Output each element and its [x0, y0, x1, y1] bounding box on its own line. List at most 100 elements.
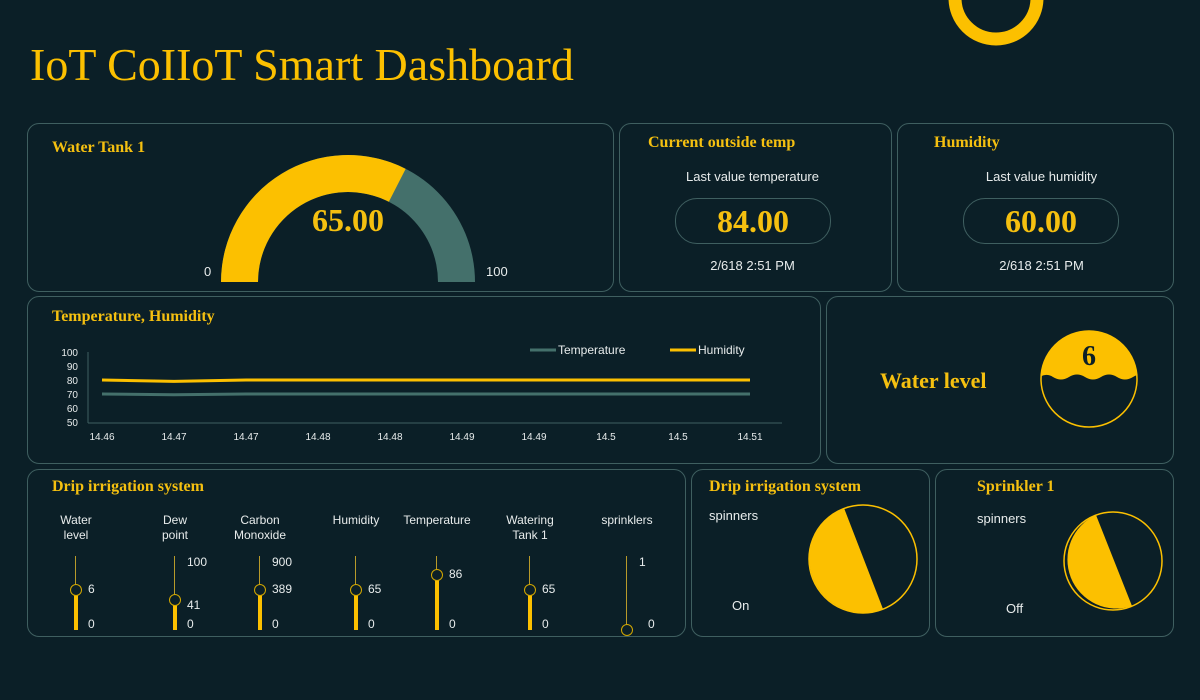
slider-thumb[interactable] — [350, 584, 362, 597]
slider-max: 1 — [639, 555, 646, 569]
slider-label: Humidity — [311, 513, 401, 528]
label-line: Temperature — [403, 513, 471, 527]
water-level-label: Water level — [880, 368, 987, 393]
x-tick-label: 14.46 — [89, 432, 114, 443]
series-line-humidity — [101, 378, 750, 383]
slider-thumb[interactable] — [169, 593, 181, 606]
slider-value: 389 — [272, 582, 293, 597]
water-level-value: 6 — [1082, 341, 1096, 372]
gauge — [221, 155, 475, 282]
subtitle: Last value humidity — [985, 169, 1098, 184]
label-line: Water — [60, 513, 92, 527]
humidity-card: Humidity Last value humidity 60.00 2/618… — [897, 123, 1174, 292]
subtitle: Last value temperature — [686, 169, 819, 184]
label-line: level — [63, 528, 89, 542]
legend-label: Temperature — [558, 343, 626, 357]
x-tick-label: 14.48 — [305, 432, 330, 443]
x-tick-label: 14.47 — [161, 432, 186, 443]
card-title: Current outside temp — [648, 134, 796, 151]
gauge-value: 65.00 — [312, 202, 384, 238]
slider-value: 41 — [187, 597, 201, 612]
x-tick-label: 14.49 — [521, 432, 546, 443]
state-label: On — [732, 598, 750, 613]
y-tick-label: 70 — [67, 390, 79, 401]
slider-track[interactable] — [626, 556, 627, 630]
slider-min: 0 — [272, 617, 279, 631]
slider-value: 65 — [368, 582, 382, 597]
slider-max: 100 — [187, 555, 208, 569]
label-line: sprinklers — [601, 513, 653, 527]
legend-label: Humidity — [698, 343, 745, 357]
x-tick-label: 14.5 — [668, 432, 688, 443]
water-level-card: Water level 6 — [826, 296, 1174, 464]
card-title: Drip irrigation system — [709, 478, 861, 495]
line-chart: 100 90 80 70 60 50 14.46 14.47 14.47 14.48 14.48 14… — [61, 343, 782, 443]
label-line: Monoxide — [233, 528, 287, 542]
label-line: Dew — [162, 513, 187, 527]
slider-thumb[interactable] — [431, 568, 443, 581]
slider-max: 900 — [272, 555, 293, 569]
y-tick-label: 100 — [61, 348, 78, 359]
gauge-min: 0 — [204, 264, 212, 279]
slider-track[interactable] — [174, 556, 175, 630]
slider-value: 65 — [542, 582, 556, 597]
page-title: IoT CoIIoT Smart Dashboard — [30, 39, 574, 90]
slider-fill — [173, 599, 177, 630]
label-line: point — [161, 528, 189, 542]
y-tick-label: 80 — [67, 376, 79, 387]
gauge-max: 100 — [486, 264, 508, 279]
slider-label: Carbon Monoxide — [215, 513, 305, 543]
slider-min: 0 — [88, 617, 95, 631]
x-tick-label: 14.47 — [233, 432, 258, 443]
drip-irrigation-status-card: Drip irrigation system spinners On — [691, 469, 930, 637]
card-title: Drip irrigation system — [52, 478, 204, 495]
slider-label: Temperature — [392, 513, 482, 528]
slider-min: 0 — [449, 617, 456, 631]
spinner-pie[interactable] — [807, 503, 919, 615]
water-level-indicator — [1040, 330, 1138, 428]
label-line: Carbon — [240, 513, 280, 527]
slider-value: 6 — [88, 582, 95, 597]
temp-value: 84.00 — [675, 198, 831, 244]
slider-min: 0 — [648, 617, 655, 631]
slider-fill — [74, 590, 78, 630]
slider-label: Water level — [31, 513, 121, 543]
slider-value: 86 — [449, 566, 463, 581]
decorative-ring-icon — [948, 0, 1044, 46]
slider-thumb[interactable] — [524, 584, 536, 597]
slider-fill — [528, 590, 532, 630]
drip-irrigation-sliders-card: Drip irrigation system — [27, 469, 686, 637]
label-line: Watering — [506, 513, 554, 527]
x-tick-label: 14.51 — [737, 432, 762, 443]
slider-label: Dew point — [130, 513, 220, 543]
label-line: Tank 1 — [512, 528, 548, 542]
spinners-label: spinners — [977, 511, 1027, 526]
timestamp: 2/618 2:51 PM — [710, 258, 795, 273]
slider-label: Watering Tank 1 — [485, 513, 575, 543]
spinner-pie[interactable] — [1062, 510, 1164, 612]
series-line-temperature — [101, 392, 750, 397]
outside-temp-card: Current outside temp Last value temperat… — [619, 123, 892, 292]
slider-min: 0 — [542, 617, 549, 631]
slider-fill — [354, 590, 358, 630]
slider-fill — [258, 590, 262, 630]
card-title: Sprinkler 1 — [977, 478, 1055, 495]
slider-min: 0 — [368, 617, 375, 631]
slider-thumb[interactable] — [621, 624, 633, 636]
water-tank-card: Water Tank 1 65.00 0 100 — [27, 123, 614, 292]
slider-thumb[interactable] — [254, 584, 266, 597]
x-tick-label: 14.49 — [449, 432, 474, 443]
label-line: Humidity — [332, 513, 380, 527]
slider-thumb[interactable] — [70, 584, 82, 597]
card-title: Humidity — [934, 134, 1000, 151]
x-tick-label: 14.5 — [596, 432, 616, 443]
chart-title: Temperature, Humidity — [52, 308, 215, 325]
slider-label: sprinklers — [582, 513, 672, 528]
humidity-value: 60.00 — [963, 198, 1119, 244]
card-title: Water Tank 1 — [52, 139, 146, 156]
sprinkler-card: Sprinkler 1 spinners Off — [935, 469, 1174, 637]
slider-min: 0 — [187, 617, 194, 631]
y-tick-label: 90 — [67, 362, 79, 373]
y-tick-label: 60 — [67, 404, 79, 415]
x-tick-label: 14.48 — [377, 432, 402, 443]
